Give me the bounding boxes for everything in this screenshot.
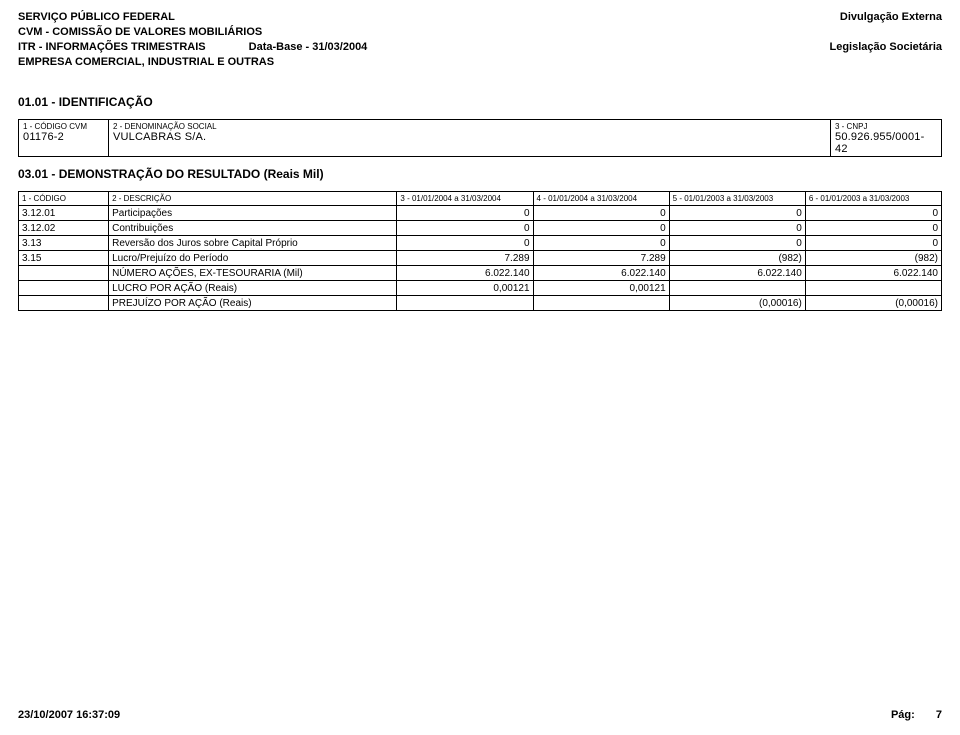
th-period-3: 3 - 01/01/2004 a 31/03/2004 <box>397 192 533 206</box>
cell-value: 0 <box>533 221 669 236</box>
th-period-6: 6 - 01/01/2003 a 31/03/2003 <box>805 192 941 206</box>
cell-value: 0 <box>397 221 533 236</box>
footer-page-number: 7 <box>936 709 942 721</box>
document-header: SERVIÇO PÚBLICO FEDERAL CVM - COMISSÃO D… <box>18 10 942 69</box>
cell-code: 3.13 <box>19 236 109 251</box>
ident-cell-cnpj: 3 - CNPJ 50.926.955/0001-42 <box>831 120 941 156</box>
cell-value: (982) <box>805 251 941 266</box>
cell-value <box>397 296 533 311</box>
ident-value-cnpj: 50.926.955/0001-42 <box>835 131 937 155</box>
ident-cell-denominacao: 2 - DENOMINAÇÃO SOCIAL VULCABRAS S/A. <box>109 120 831 156</box>
cell-desc: Reversão dos Juros sobre Capital Próprio <box>109 236 397 251</box>
section-identificacao-title: 01.01 - IDENTIFICAÇÃO <box>18 95 942 109</box>
table-body: 3.12.01 Participações 0 0 0 0 3.12.02 Co… <box>19 206 942 311</box>
cell-desc: Contribuições <box>109 221 397 236</box>
cell-value: (982) <box>669 251 805 266</box>
header-line-4: EMPRESA COMERCIAL, INDUSTRIAL E OUTRAS <box>18 55 367 70</box>
ident-cell-codigo-cvm: 1 - CÓDIGO CVM 01176-2 <box>19 120 109 156</box>
cell-value: 6.022.140 <box>669 266 805 281</box>
ident-label-denominacao: 2 - DENOMINAÇÃO SOCIAL <box>113 122 826 131</box>
cell-code: 3.12.01 <box>19 206 109 221</box>
header-line-2: CVM - COMISSÃO DE VALORES MOBILIÁRIOS <box>18 25 367 40</box>
cell-code <box>19 266 109 281</box>
cell-desc: Participações <box>109 206 397 221</box>
cell-value: 0,00121 <box>397 281 533 296</box>
cell-desc: Lucro/Prejuízo do Período <box>109 251 397 266</box>
cell-code: 3.15 <box>19 251 109 266</box>
table-header: 1 - CÓDIGO 2 - DESCRIÇÃO 3 - 01/01/2004 … <box>19 192 942 206</box>
table-row: 3.12.02 Contribuições 0 0 0 0 <box>19 221 942 236</box>
cell-value: 0,00121 <box>533 281 669 296</box>
cell-value: (0,00016) <box>669 296 805 311</box>
th-descricao: 2 - DESCRIÇÃO <box>109 192 397 206</box>
ident-label-cnpj: 3 - CNPJ <box>835 122 937 131</box>
ident-label-codigo: 1 - CÓDIGO CVM <box>23 122 104 131</box>
cell-value: 0 <box>805 206 941 221</box>
header-right-1: Divulgação Externa <box>830 10 943 25</box>
header-itr-label: ITR - INFORMAÇÕES TRIMESTRAIS <box>18 41 206 53</box>
footer-timestamp: 23/10/2007 16:37:09 <box>18 709 120 721</box>
header-right-block: Divulgação Externa Legislação Societária <box>830 10 943 69</box>
cell-value: 0 <box>669 206 805 221</box>
cell-value: 0 <box>669 236 805 251</box>
cell-value: 0 <box>533 206 669 221</box>
header-right-blank <box>830 25 943 40</box>
page-footer: 23/10/2007 16:37:09 Pág: 7 <box>18 709 942 721</box>
table-row: 3.13 Reversão dos Juros sobre Capital Pr… <box>19 236 942 251</box>
cell-value: 7.289 <box>397 251 533 266</box>
cell-value: 0 <box>669 221 805 236</box>
table-row: 3.12.01 Participações 0 0 0 0 <box>19 206 942 221</box>
cell-desc: NÚMERO AÇÕES, EX-TESOURARIA (Mil) <box>109 266 397 281</box>
cell-value <box>533 296 669 311</box>
cell-value: 0 <box>397 206 533 221</box>
cell-value: 6.022.140 <box>397 266 533 281</box>
section-demonstracao-title: 03.01 - DEMONSTRAÇÃO DO RESULTADO (Reais… <box>18 167 942 181</box>
cell-value <box>669 281 805 296</box>
footer-page-label: Pág: <box>891 709 915 721</box>
cell-value: 6.022.140 <box>805 266 941 281</box>
identification-row: 1 - CÓDIGO CVM 01176-2 2 - DENOMINAÇÃO S… <box>18 119 942 157</box>
th-period-5: 5 - 01/01/2003 a 31/03/2003 <box>669 192 805 206</box>
th-period-4: 4 - 01/01/2004 a 31/03/2004 <box>533 192 669 206</box>
cell-value: 0 <box>397 236 533 251</box>
cell-value: 0 <box>533 236 669 251</box>
th-codigo: 1 - CÓDIGO <box>19 192 109 206</box>
cell-code: 3.12.02 <box>19 221 109 236</box>
resultado-table: 1 - CÓDIGO 2 - DESCRIÇÃO 3 - 01/01/2004 … <box>18 191 942 311</box>
table-row: 3.15 Lucro/Prejuízo do Período 7.289 7.2… <box>19 251 942 266</box>
header-right-2: Legislação Societária <box>830 40 943 55</box>
header-line-1: SERVIÇO PÚBLICO FEDERAL <box>18 10 367 25</box>
cell-value: (0,00016) <box>805 296 941 311</box>
table-row: LUCRO POR AÇÃO (Reais) 0,00121 0,00121 <box>19 281 942 296</box>
ident-value-denominacao: VULCABRAS S/A. <box>113 131 826 143</box>
cell-value: 7.289 <box>533 251 669 266</box>
cell-code <box>19 281 109 296</box>
cell-value <box>805 281 941 296</box>
cell-code <box>19 296 109 311</box>
header-data-base: Data-Base - 31/03/2004 <box>249 41 368 53</box>
table-row: NÚMERO AÇÕES, EX-TESOURARIA (Mil) 6.022.… <box>19 266 942 281</box>
page: SERVIÇO PÚBLICO FEDERAL CVM - COMISSÃO D… <box>0 0 960 735</box>
footer-page: Pág: 7 <box>891 709 942 721</box>
header-line-3: ITR - INFORMAÇÕES TRIMESTRAIS Data-Base … <box>18 40 367 55</box>
ident-value-codigo: 01176-2 <box>23 131 104 143</box>
cell-value: 6.022.140 <box>533 266 669 281</box>
cell-value: 0 <box>805 221 941 236</box>
cell-desc: LUCRO POR AÇÃO (Reais) <box>109 281 397 296</box>
table-row: PREJUÍZO POR AÇÃO (Reais) (0,00016) (0,0… <box>19 296 942 311</box>
header-left-block: SERVIÇO PÚBLICO FEDERAL CVM - COMISSÃO D… <box>18 10 367 69</box>
cell-desc: PREJUÍZO POR AÇÃO (Reais) <box>109 296 397 311</box>
cell-value: 0 <box>805 236 941 251</box>
